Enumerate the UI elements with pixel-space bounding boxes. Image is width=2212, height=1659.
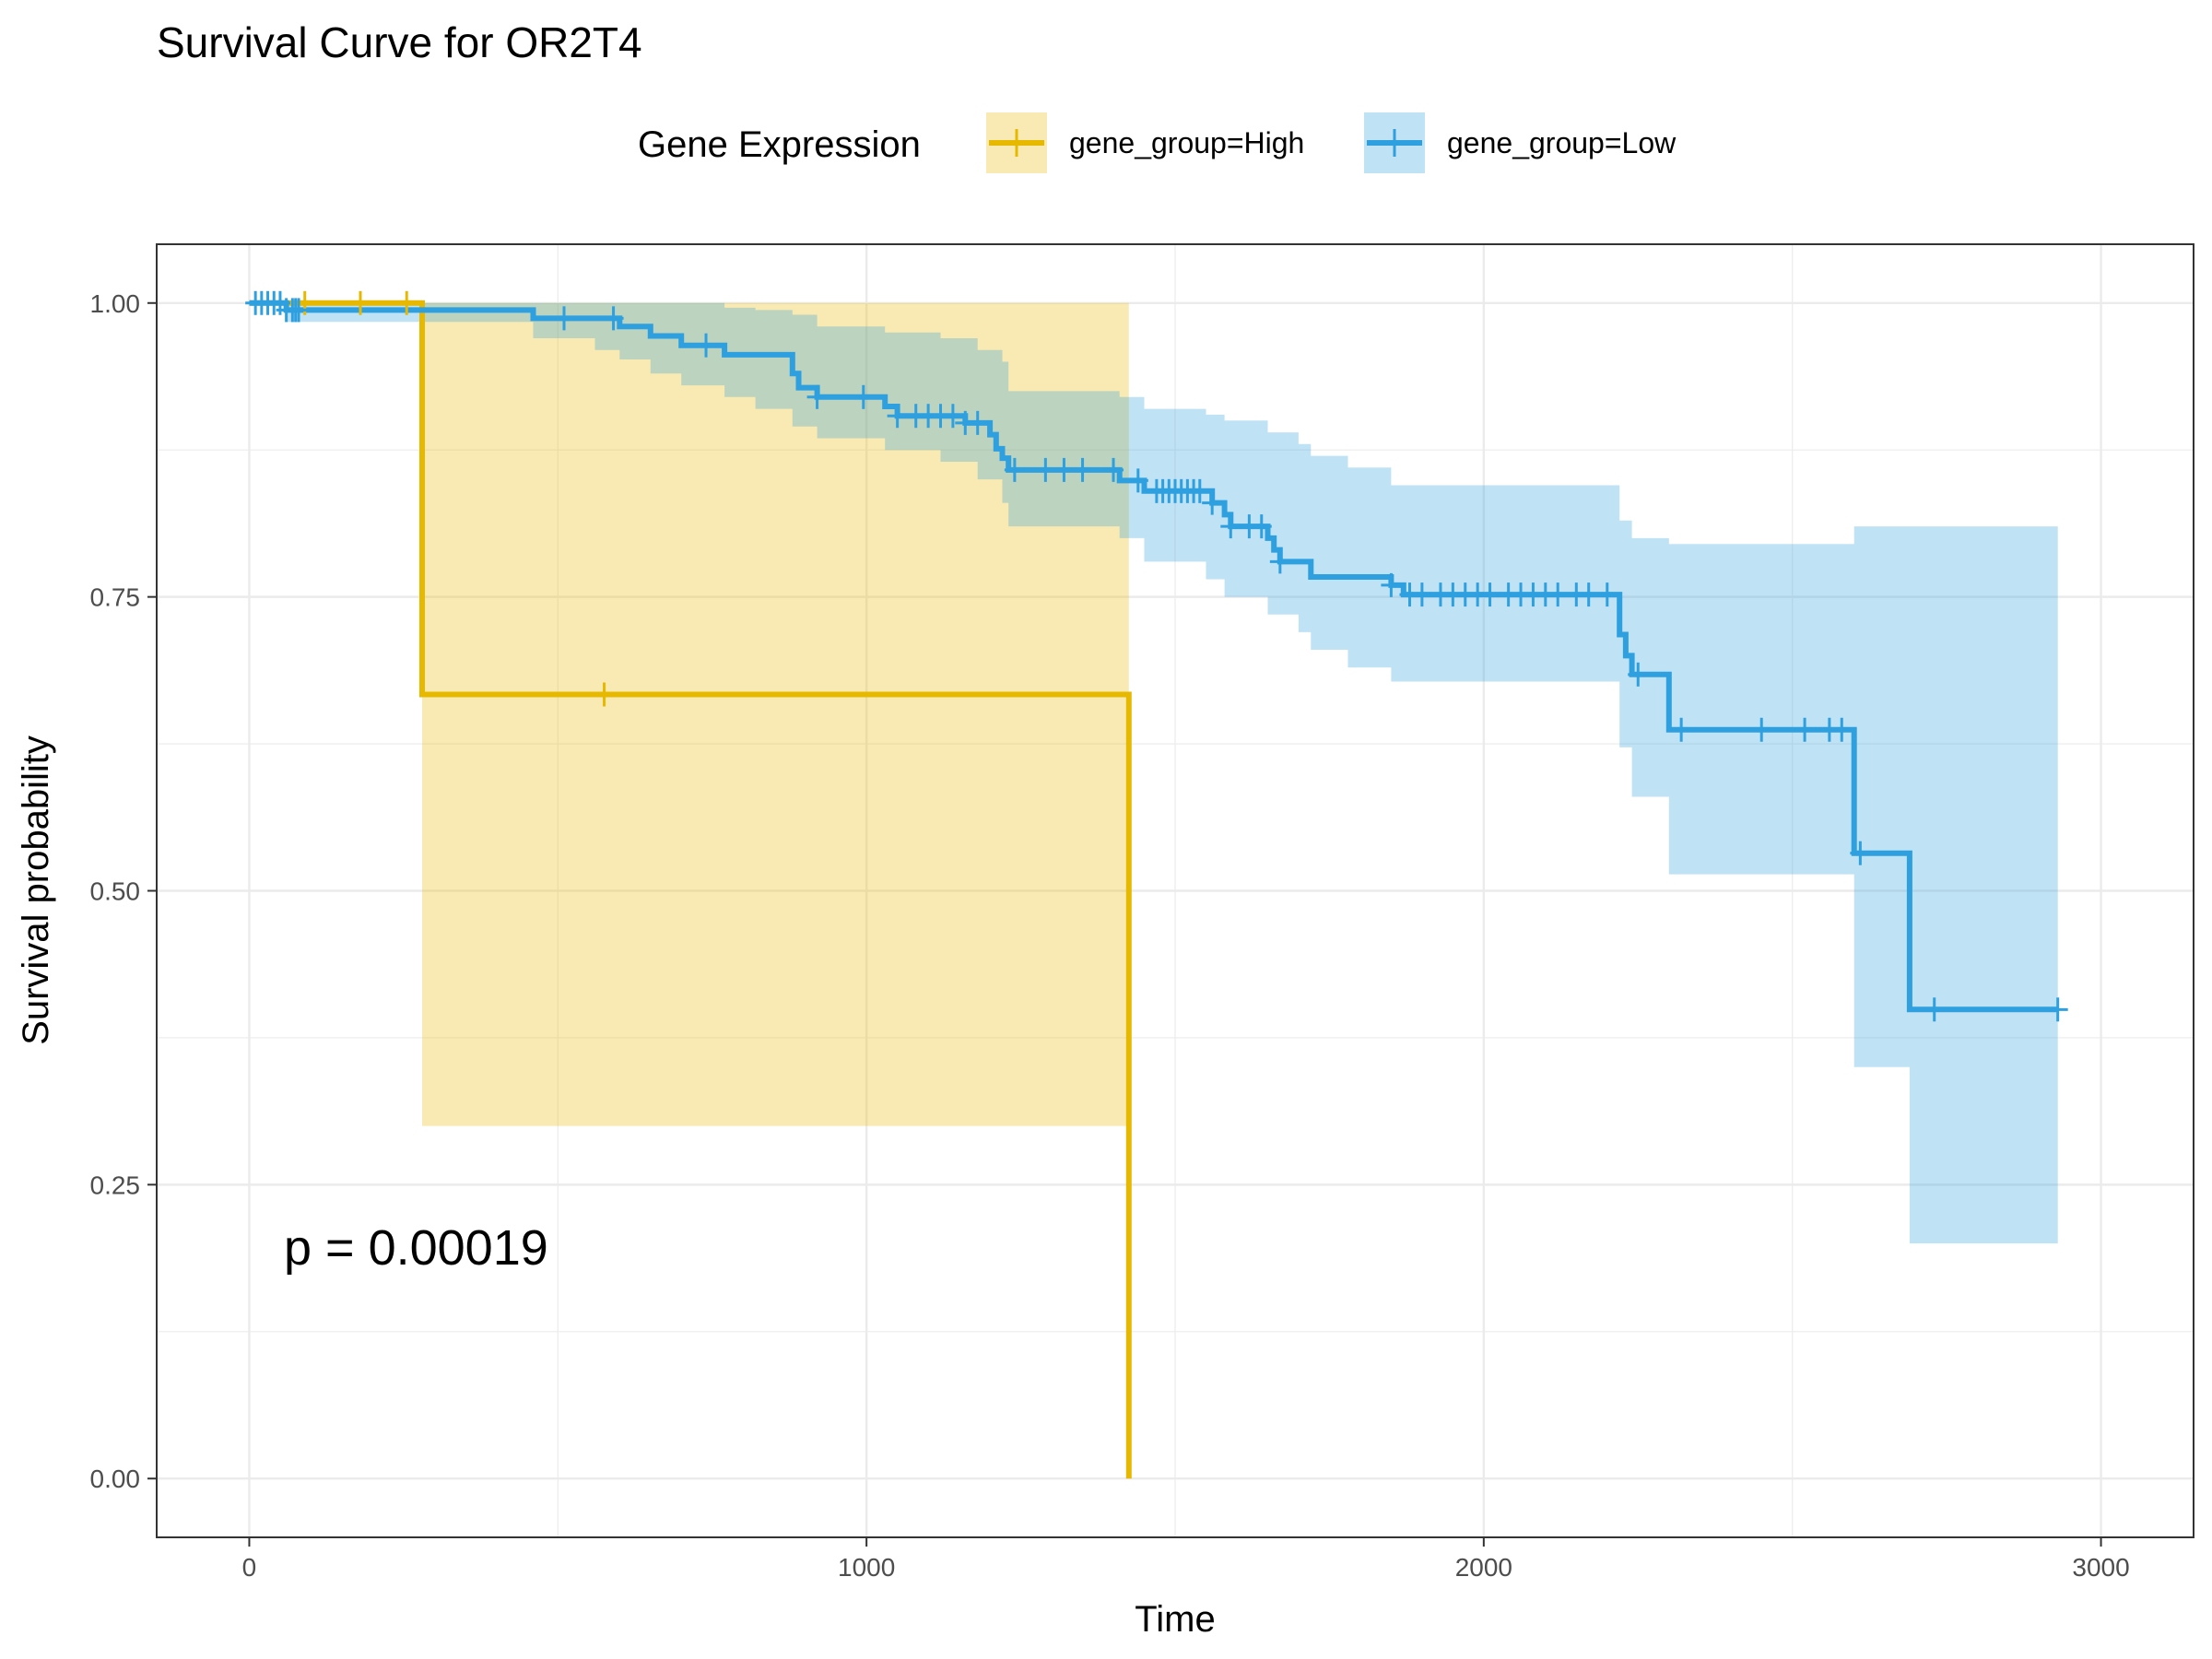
y-tick-label: 0.00 xyxy=(90,1465,141,1493)
censor-mark-low xyxy=(1794,717,1816,742)
censor-mark-low xyxy=(1381,572,1402,597)
y-tick-label: 0.75 xyxy=(90,583,141,612)
legend-label-low: gene_group=Low xyxy=(1447,126,1677,159)
censor-mark-low xyxy=(1628,662,1649,687)
x-tick-label: 1000 xyxy=(838,1553,895,1582)
censor-mark-low xyxy=(1220,514,1241,539)
x-tick-label: 0 xyxy=(242,1553,257,1582)
x-axis: 0 1000 2000 3000 xyxy=(242,1537,2130,1582)
censor-mark-low xyxy=(1189,478,1210,503)
grid-major xyxy=(157,244,2194,1537)
censor-mark-low xyxy=(1596,582,1618,607)
y-tick-label: 1.00 xyxy=(90,289,141,318)
censor-mark-low xyxy=(1671,717,1692,742)
censor-mark-high xyxy=(350,290,371,315)
censor-mark-low xyxy=(2047,997,2068,1022)
y-axis-title: Survival probability xyxy=(16,735,56,1045)
censor-mark-low xyxy=(1004,457,1025,482)
censor-mark-low xyxy=(853,384,874,409)
chart-title: Survival Curve for OR2T4 xyxy=(157,18,642,66)
censor-mark-low xyxy=(967,410,988,435)
censor-marks xyxy=(245,290,2068,1022)
censor-mark-low xyxy=(942,404,963,429)
censor-mark-low xyxy=(1831,717,1853,742)
censor-mark-low xyxy=(1202,490,1223,515)
y-tick-label: 0.50 xyxy=(90,877,141,906)
censor-mark-low xyxy=(1103,457,1124,482)
censor-mark-low xyxy=(1269,549,1290,574)
censor-mark-low xyxy=(1072,457,1093,482)
censor-mark-high xyxy=(396,290,418,315)
censor-mark-low xyxy=(1479,582,1500,607)
confidence-bands xyxy=(249,302,2058,1244)
censor-mark-low xyxy=(887,404,908,429)
censor-mark-low xyxy=(1751,717,1772,742)
x-axis-title: Time xyxy=(1135,1599,1215,1640)
censor-mark-low xyxy=(806,384,828,409)
ci-band-high xyxy=(249,302,1129,1126)
survival-curve-low xyxy=(249,300,2058,1013)
legend-title: Gene Expression xyxy=(638,124,921,165)
censor-mark-low xyxy=(1251,514,1272,539)
censor-mark-low xyxy=(696,333,717,358)
censor-mark-low xyxy=(1547,582,1569,607)
y-axis: 0.00 0.25 0.50 0.75 1.00 xyxy=(90,289,157,1493)
y-tick-label: 0.25 xyxy=(90,1171,141,1199)
censor-mark-low xyxy=(554,306,574,331)
legend: Gene Expression gene_group=High gene_gro… xyxy=(638,112,1677,173)
censor-mark-low xyxy=(603,306,624,331)
censor-mark-low xyxy=(1127,468,1148,493)
legend-label-high: gene_group=High xyxy=(1069,126,1304,159)
censor-mark-low xyxy=(1411,582,1432,607)
censor-mark-low xyxy=(1578,582,1599,607)
censor-mark-low xyxy=(1924,997,1945,1022)
x-tick-label: 3000 xyxy=(2072,1553,2129,1582)
censor-mark-low xyxy=(1850,841,1871,865)
censor-mark-low xyxy=(288,298,310,323)
x-tick-label: 2000 xyxy=(1455,1553,1512,1582)
censor-mark-low xyxy=(1035,457,1056,482)
censor-mark-low xyxy=(1053,457,1075,482)
censor-mark-high xyxy=(594,682,615,707)
ci-band-low xyxy=(249,302,2058,1244)
p-value-annotation: p = 0.00019 xyxy=(284,1220,548,1276)
